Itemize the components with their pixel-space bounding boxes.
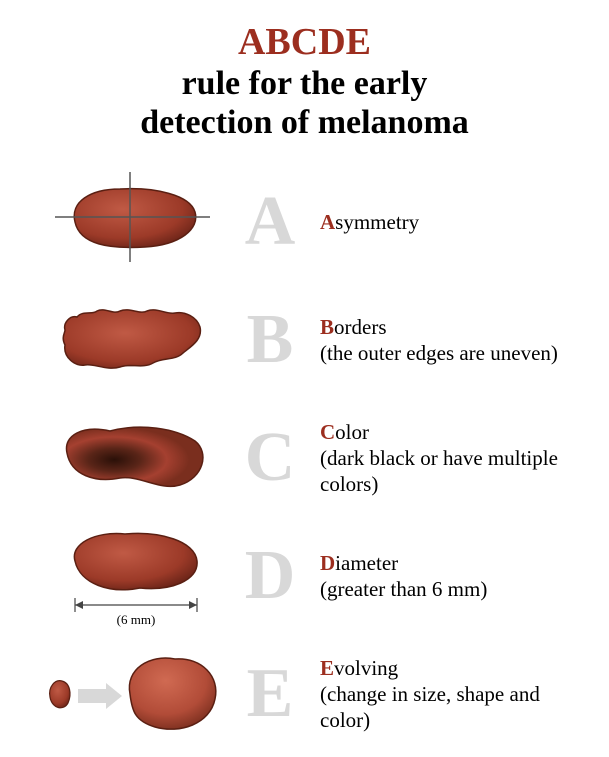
rules-list: A Asymmetry B Borders (the outer e [30, 167, 579, 749]
illus-diameter: (6 mm) [30, 521, 230, 631]
desc-e: Evolving (change in size, shape and colo… [310, 655, 579, 734]
title-abcde: ABCDE [30, 20, 579, 64]
title-sub-line2: detection of melanoma [30, 103, 579, 142]
desc-a: Asymmetry [310, 209, 579, 235]
first-letter-b: B [320, 315, 334, 339]
big-letter-b: B [230, 300, 310, 380]
big-letter-a: A [230, 182, 310, 262]
first-letter-c: C [320, 420, 335, 444]
title-block: ABCDE rule for the early detection of me… [30, 20, 579, 142]
desc-main-b: orders [334, 315, 386, 339]
desc-main-e: volving [334, 656, 398, 680]
illus-asymmetry [30, 167, 230, 277]
desc-b: Borders (the outer edges are uneven) [310, 314, 579, 367]
rule-row-e: E Evolving (change in size, shape and co… [30, 639, 579, 749]
desc-sub-e: (change in size, shape and color) [320, 681, 579, 734]
illus-evolving [30, 639, 230, 749]
desc-sub-c: (dark black or have multiple colors) [320, 445, 579, 498]
illus-color [30, 403, 230, 513]
title-sub-line1: rule for the early [30, 64, 579, 103]
desc-d: Diameter (greater than 6 mm) [310, 550, 579, 603]
big-letter-e: E [230, 654, 310, 734]
rule-row-b: B Borders (the outer edges are uneven) [30, 285, 579, 395]
first-letter-a: A [320, 210, 335, 234]
rule-row-c: C Color (dark black or have multiple col… [30, 403, 579, 513]
illus-borders [30, 285, 230, 395]
desc-sub-b: (the outer edges are uneven) [320, 340, 579, 366]
desc-main-a: symmetry [335, 210, 419, 234]
big-letter-d: D [230, 536, 310, 616]
rule-row-d: (6 mm) D Diameter (greater than 6 mm) [30, 521, 579, 631]
big-letter-c: C [230, 418, 310, 498]
diameter-label-text: (6 mm) [117, 612, 156, 627]
desc-c: Color (dark black or have multiple color… [310, 419, 579, 498]
desc-sub-d: (greater than 6 mm) [320, 576, 579, 602]
desc-main-c: olor [335, 420, 369, 444]
rule-row-a: A Asymmetry [30, 167, 579, 277]
first-letter-e: E [320, 656, 334, 680]
first-letter-d: D [320, 551, 335, 575]
desc-main-d: iameter [335, 551, 398, 575]
